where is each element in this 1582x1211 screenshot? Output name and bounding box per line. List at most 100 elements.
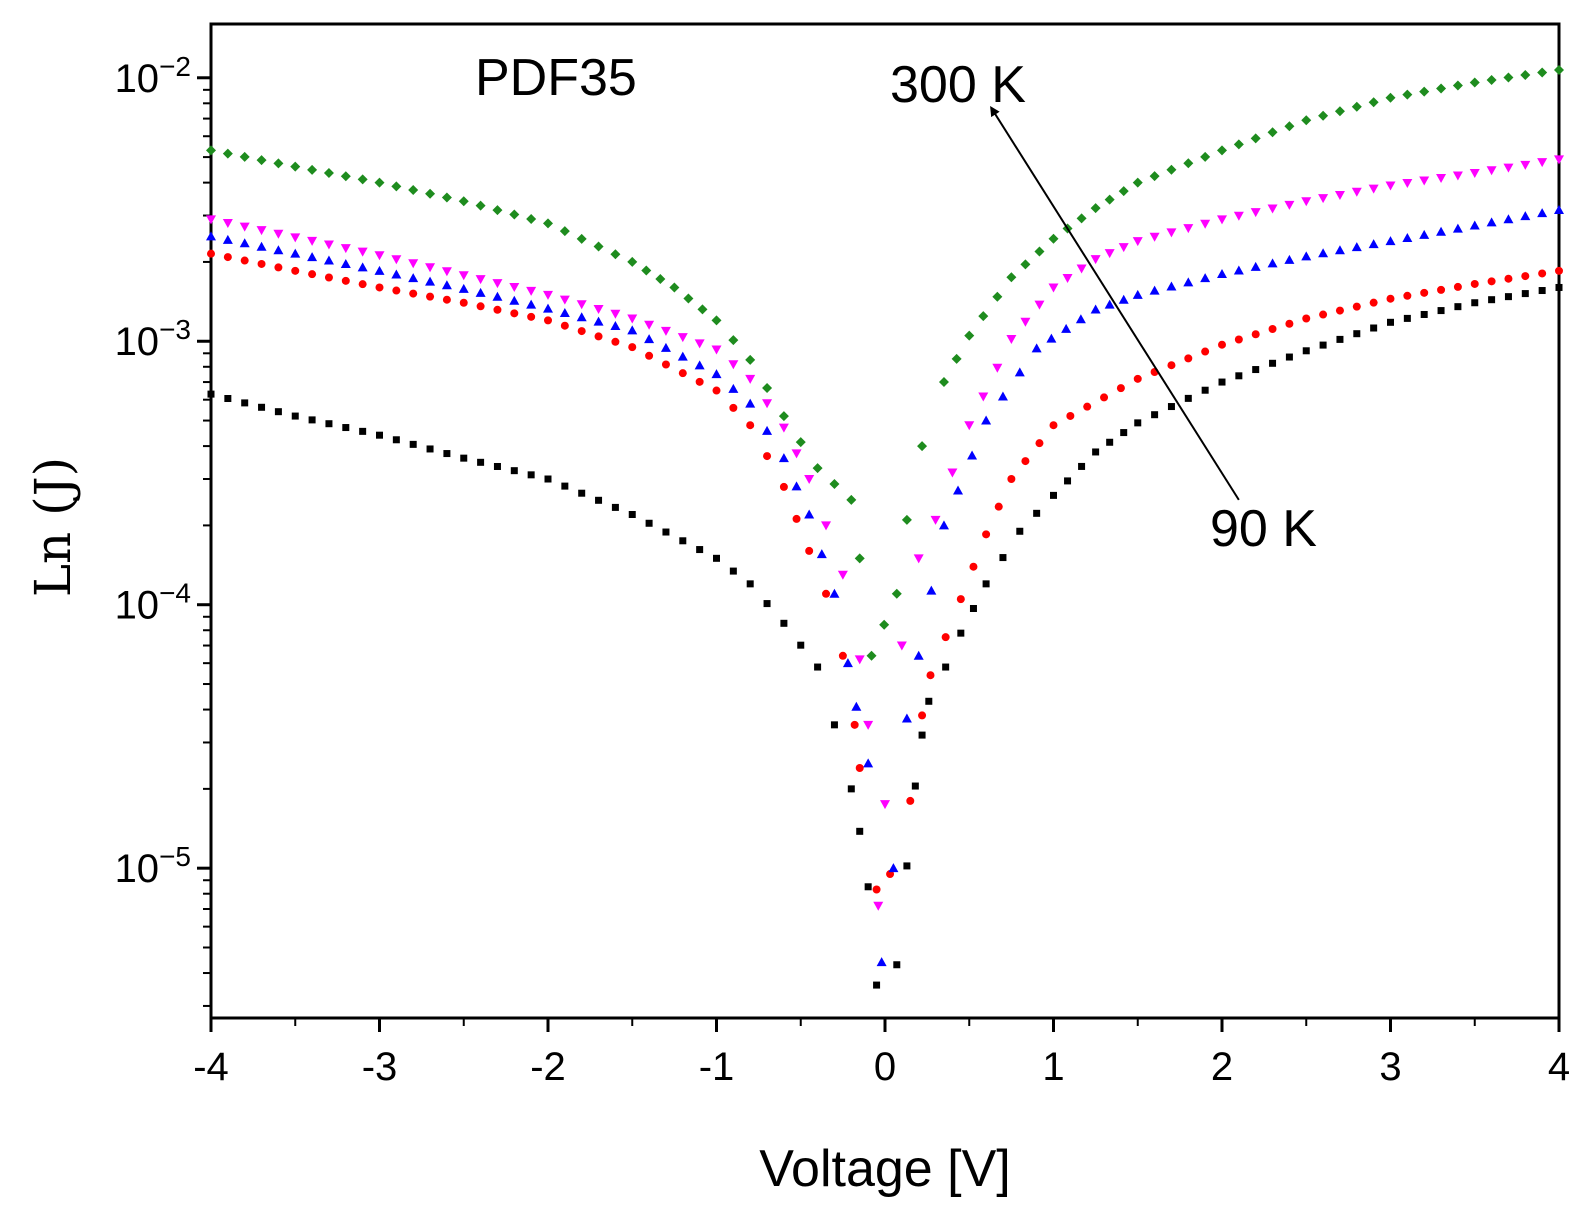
series-90k-point <box>224 395 232 403</box>
series-300k-point <box>307 164 318 175</box>
series-120k-point <box>1167 361 1176 370</box>
series-200k-point <box>1452 171 1463 181</box>
series-90k-point <box>376 431 383 439</box>
series-300k-point <box>711 315 722 326</box>
series-90k-point <box>544 475 552 483</box>
series-150k-point <box>901 713 912 723</box>
series-300k-point <box>610 249 621 260</box>
series-90k-point <box>1538 287 1546 295</box>
series-200k-point <box>1419 176 1430 186</box>
series-200k-point <box>1076 264 1087 274</box>
series-90k-point <box>392 436 400 444</box>
series-200k-point <box>391 255 402 265</box>
series-300k-point <box>1132 177 1143 188</box>
series-90k-point <box>856 827 864 835</box>
series-200k-point <box>1520 160 1531 170</box>
series-300k-point <box>669 282 680 293</box>
series-200k-point <box>821 521 832 531</box>
series-150k-point <box>842 658 853 668</box>
series-300k-point <box>323 168 334 179</box>
series-150k-point <box>876 957 887 967</box>
series-150k-point <box>967 450 978 460</box>
series-150k-point <box>1301 251 1312 261</box>
series-200k-point <box>559 295 570 305</box>
series-120k-point <box>746 421 755 430</box>
series-300k-point <box>1090 203 1101 214</box>
series-120k-point <box>1555 266 1563 275</box>
series-150k-point <box>863 758 874 768</box>
series-150k-point <box>1419 229 1430 239</box>
series-150k-point <box>1014 367 1025 377</box>
temperature-arrow <box>990 105 1240 501</box>
series-300k-point <box>1554 65 1564 76</box>
data-series-layer <box>206 65 1564 989</box>
series-200k-point <box>222 219 233 229</box>
series-90k <box>207 283 1563 989</box>
series-200k-point <box>1318 194 1329 204</box>
series-150k-point <box>593 316 604 326</box>
series-150k-point <box>953 485 964 495</box>
series-90k-point <box>241 399 249 407</box>
series-90k-point <box>1235 372 1243 380</box>
series-200k-point <box>340 244 351 254</box>
series-200k-point <box>837 570 848 580</box>
series-150k-point <box>1520 211 1531 221</box>
series-120k-point <box>1369 298 1378 307</box>
series-150k-point <box>610 320 621 330</box>
series-90k-point <box>1471 299 1479 307</box>
series-120k-point <box>274 263 283 272</box>
x-tick-label: 1 <box>1042 1045 1064 1089</box>
series-300k-point <box>559 226 570 237</box>
series-300k-point <box>1486 74 1497 85</box>
series-200k-point <box>610 309 621 319</box>
series-300k-point <box>222 148 233 159</box>
y-axis-title: Ln (J) <box>24 457 82 597</box>
series-300k-point <box>1436 83 1447 94</box>
series-90k-point <box>999 554 1007 562</box>
series-90k-point <box>342 424 350 432</box>
series-120k-point <box>1302 314 1311 323</box>
series-150k-point <box>239 238 250 248</box>
series-90k-point <box>942 663 950 671</box>
chart-title: PDF35 <box>475 49 637 107</box>
series-300k-point <box>1166 164 1177 175</box>
series-120k-point <box>1049 421 1058 430</box>
series-150k-point <box>711 369 722 379</box>
series-300k-point <box>1318 110 1329 121</box>
series-200k-point <box>1233 211 1244 221</box>
series-120k-point <box>678 369 687 378</box>
series-300k-point <box>1104 194 1115 205</box>
series-300k-point <box>829 478 840 489</box>
series-150k-point <box>1250 261 1261 271</box>
series-200k-point <box>873 901 884 911</box>
series-90k-point <box>696 546 704 554</box>
series-200k-point <box>1118 243 1129 253</box>
series-90k-point <box>1078 462 1086 470</box>
series-150k-point <box>1385 236 1396 246</box>
series-200k-point <box>978 392 989 402</box>
series-150k-point <box>1503 214 1514 224</box>
series-200k-point <box>1183 224 1194 234</box>
series-200k-point <box>913 554 924 564</box>
series-150k-point <box>1118 294 1129 304</box>
x-tick-label: 4 <box>1548 1045 1570 1089</box>
series-90k-point <box>645 519 653 527</box>
series-300k-point <box>795 437 806 448</box>
series-150k-point <box>926 585 937 595</box>
series-90k-point <box>1353 330 1361 338</box>
series-300k-point <box>374 177 385 188</box>
series-200k-point <box>930 515 941 525</box>
series-300k <box>206 65 1564 661</box>
series-120k-point <box>872 885 881 894</box>
series-90k-point <box>1387 318 1394 326</box>
series-200k-point <box>1006 334 1017 344</box>
series-120k-point <box>308 270 317 279</box>
series-150k-point <box>913 650 924 660</box>
series-120k-point <box>1234 335 1243 344</box>
label-90k: 90 K <box>1210 500 1317 558</box>
series-90k-point <box>982 580 990 588</box>
series-300k-point <box>273 158 284 169</box>
series-120k-point <box>611 337 620 346</box>
series-90k-point <box>1201 386 1209 394</box>
series-200k-point <box>660 326 671 336</box>
